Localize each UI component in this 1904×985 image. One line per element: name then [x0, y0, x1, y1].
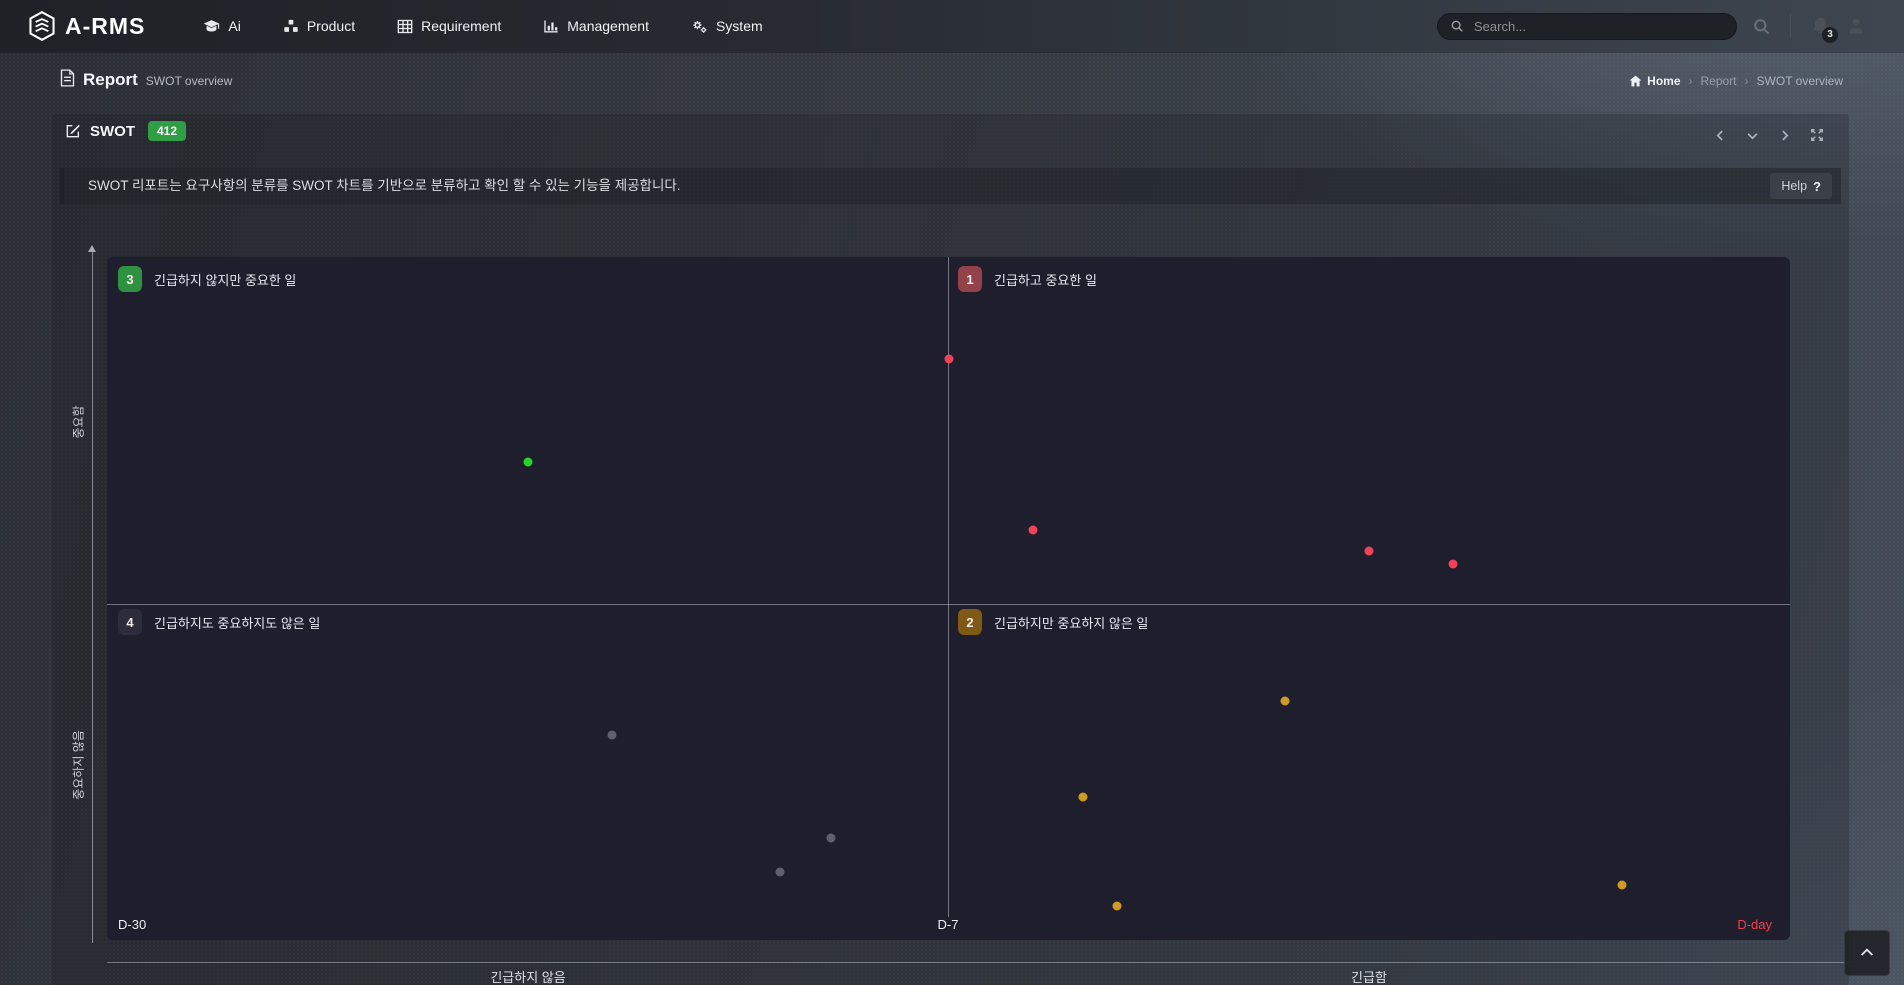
- bell-icon: [1810, 16, 1831, 37]
- search-input[interactable]: [1472, 17, 1724, 35]
- y-axis-line: [92, 252, 93, 943]
- y-axis-label-important: 중요함: [71, 405, 86, 439]
- arms-logo-icon: [28, 11, 56, 41]
- menu-item-label: Management: [567, 18, 649, 34]
- help-label: Help: [1781, 179, 1808, 193]
- quadrant-3-text: 긴급하지 않지만 중요한 일: [154, 272, 297, 288]
- breadcrumb-report[interactable]: Report: [1700, 74, 1737, 88]
- x-axis-line: [107, 962, 1849, 963]
- menu-item-ai[interactable]: Ai: [203, 18, 241, 34]
- page-title: Report SWOT overview: [60, 67, 232, 90]
- quadrant-3-label: 3 긴급하지 않지만 중요한 일: [118, 266, 296, 292]
- x-tick-d30: D-30: [118, 917, 147, 932]
- grid-icon: [397, 19, 413, 34]
- breadcrumb-separator: ›: [1744, 74, 1749, 88]
- page-subtitle-text: SWOT overview: [145, 74, 233, 88]
- card-header: SWOT 412: [65, 121, 187, 141]
- y-axis-arrow: [88, 245, 96, 252]
- menu-item-label: Ai: [228, 18, 241, 34]
- quadrant-1-label: 1 긴급하고 중요한 일: [958, 266, 1097, 292]
- data-point[interactable]: [826, 833, 836, 843]
- user-icon[interactable]: [1846, 16, 1866, 36]
- brand-logo[interactable]: A-RMS: [28, 11, 145, 41]
- data-point[interactable]: [1617, 880, 1627, 890]
- chevron-up-icon: [1859, 945, 1875, 961]
- document-icon: [60, 69, 75, 87]
- chevron-down-icon[interactable]: [1746, 129, 1759, 142]
- data-point[interactable]: [607, 730, 617, 740]
- quadrant-vertical-divider: [948, 257, 949, 917]
- page-subheader: Report SWOT overview Home › Report › SWO…: [0, 52, 1904, 100]
- quadrant-1-badge: 1: [958, 266, 982, 292]
- page-title-text: Report: [83, 70, 138, 89]
- swot-count-badge: 412: [148, 121, 187, 141]
- quadrant-2-badge: 2: [958, 609, 982, 635]
- data-point[interactable]: [523, 457, 533, 467]
- data-point[interactable]: [1078, 792, 1088, 802]
- panel-title: SWOT: [90, 122, 135, 140]
- info-alert-text: SWOT 리포트는 요구사항의 분류를 SWOT 차트를 기반으로 분류하고 확…: [88, 178, 681, 193]
- quadrant-3-badge: 3: [118, 266, 142, 292]
- cubes-icon: [283, 19, 299, 34]
- quadrant-horizontal-divider: [107, 604, 1790, 605]
- menu-item-label: Requirement: [421, 18, 502, 34]
- x-axis-label-urgent: 긴급함: [1351, 970, 1387, 985]
- expand-icon[interactable]: [1810, 128, 1824, 142]
- menu-item-management[interactable]: Management: [543, 18, 649, 34]
- quadrant-2-label: 2 긴급하지만 중요하지 않은 일: [958, 609, 1148, 635]
- breadcrumb-home[interactable]: Home: [1629, 74, 1681, 88]
- quadrant-4-label: 4 긴급하지도 중요하지도 않은 일: [118, 609, 320, 635]
- quadrant-4-text: 긴급하지도 중요하지도 않은 일: [154, 615, 321, 631]
- edit-icon: [65, 123, 81, 139]
- navbar-right: 3: [1437, 12, 1904, 43]
- menu-item-requirement[interactable]: Requirement: [397, 18, 501, 34]
- question-mark-icon: ?: [1813, 178, 1821, 194]
- help-button[interactable]: Help ?: [1770, 173, 1832, 199]
- notifications-button[interactable]: 3: [1810, 16, 1838, 43]
- data-point[interactable]: [775, 867, 785, 877]
- menu-item-system[interactable]: System: [691, 18, 763, 34]
- data-point[interactable]: [1448, 559, 1458, 569]
- breadcrumb: Home › Report › SWOT overview: [1629, 74, 1843, 88]
- swot-chart-panel: 3 긴급하지 않지만 중요한 일 1 긴급하고 중요한 일 4 긴급하지도 중요…: [107, 257, 1790, 940]
- top-navbar: A-RMS Ai: [0, 0, 1904, 52]
- breadcrumb-current: SWOT overview: [1756, 74, 1843, 88]
- x-axis-label-not-urgent: 긴급하지 않음: [490, 970, 566, 985]
- data-point[interactable]: [944, 354, 953, 364]
- quadrant-2-text: 긴급하지만 중요하지 않은 일: [994, 615, 1149, 631]
- data-point[interactable]: [1280, 696, 1290, 706]
- search-submit-icon[interactable]: [1752, 17, 1771, 36]
- data-point[interactable]: [1028, 525, 1038, 535]
- search-icon: [1450, 19, 1464, 33]
- brand-name: A-RMS: [65, 12, 146, 39]
- data-point[interactable]: [1364, 546, 1374, 556]
- chevron-left-icon[interactable]: [1714, 129, 1727, 142]
- panel-tools: [1714, 128, 1824, 142]
- menu-item-label: Product: [306, 18, 356, 34]
- graduation-cap-icon: [203, 19, 220, 34]
- menu-item-product[interactable]: Product: [283, 18, 355, 34]
- y-axis-label-not-important: 중요하지 않음: [71, 730, 86, 800]
- chevron-right-icon[interactable]: [1778, 129, 1791, 142]
- menu-item-label: System: [715, 18, 763, 34]
- search-box[interactable]: [1437, 12, 1737, 40]
- breadcrumb-home-label: Home: [1647, 74, 1681, 88]
- home-icon: [1629, 75, 1642, 87]
- gears-icon: [691, 19, 708, 34]
- data-point[interactable]: [1112, 901, 1122, 911]
- quadrant-4-badge: 4: [118, 609, 142, 635]
- main-menu: Ai Product: [203, 18, 763, 34]
- x-tick-dday: D-day: [1737, 917, 1772, 932]
- scroll-to-top-button[interactable]: [1844, 930, 1890, 976]
- quadrant-1-text: 긴급하고 중요한 일: [994, 272, 1097, 288]
- x-tick-d7: D-7: [937, 917, 959, 932]
- info-alert: SWOT 리포트는 요구사항의 분류를 SWOT 차트를 기반으로 분류하고 확…: [60, 168, 1841, 204]
- bar-chart-icon: [543, 19, 559, 34]
- notification-count-badge: 3: [1822, 26, 1838, 43]
- breadcrumb-separator: ›: [1688, 74, 1693, 88]
- nav-divider: [1790, 14, 1791, 38]
